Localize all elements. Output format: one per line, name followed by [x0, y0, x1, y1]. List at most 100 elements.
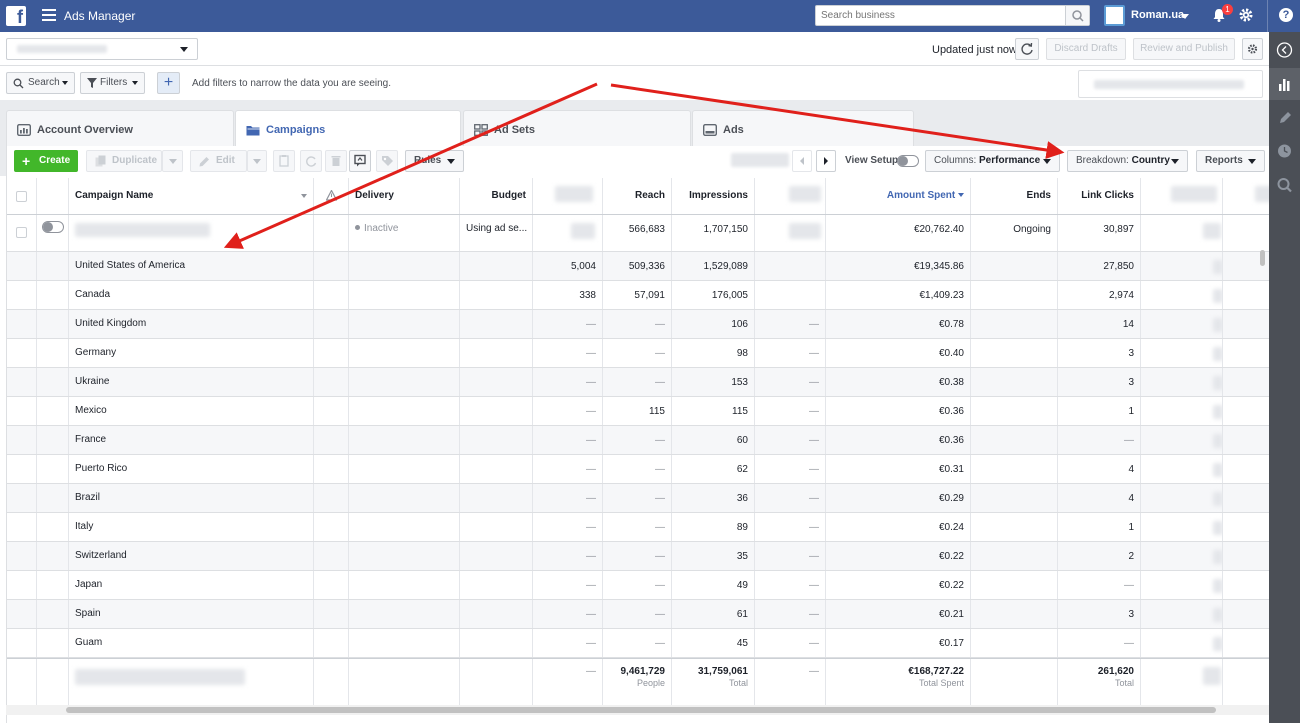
reports-dropdown[interactable]: Reports: [1196, 150, 1265, 172]
tab-ad-sets[interactable]: Ad Sets: [463, 110, 691, 150]
refresh-button[interactable]: [1015, 38, 1039, 60]
breakdown-row-country[interactable]: Spain — — 61 — €0.21 3: [7, 600, 1269, 629]
vertical-scrollbar-thumb[interactable]: [1260, 250, 1265, 266]
column-header-budget[interactable]: Budget: [491, 190, 526, 201]
bell-icon[interactable]: [1212, 8, 1226, 22]
business-search-input[interactable]: [816, 6, 1066, 25]
campaign-name-redacted[interactable]: [75, 223, 210, 237]
column-header-ends[interactable]: Ends: [1026, 190, 1051, 201]
cell-delivery: [349, 281, 460, 309]
cell-impressions: 98: [672, 339, 755, 367]
campaign-row[interactable]: Inactive Using ad se... 566,683 1,707,150 €2…: [7, 215, 1269, 252]
view-setup-toggle[interactable]: [897, 155, 919, 167]
rail-edit-button[interactable]: [1269, 102, 1300, 134]
breakdown-row-country[interactable]: Switzerland — — 35 — €0.22 2: [7, 542, 1269, 571]
link-clicks-value: —: [1124, 435, 1134, 446]
business-search-box[interactable]: [815, 5, 1090, 26]
cell-extra2: [1223, 542, 1269, 570]
discard-drafts-button[interactable]: Discard Drafts: [1046, 38, 1126, 60]
create-button[interactable]: + Create: [14, 150, 78, 172]
date-range-redacted: [1094, 80, 1244, 89]
horizontal-scrollbar[interactable]: [6, 705, 1269, 715]
previous-page-button[interactable]: [792, 150, 812, 172]
breakdown-row-country[interactable]: Guam — — 45 — €0.17 —: [7, 629, 1269, 658]
chevron-down-icon[interactable]: [1181, 14, 1189, 19]
row-checkbox[interactable]: [16, 227, 27, 238]
cell-results: —: [533, 513, 603, 541]
ab-test-button[interactable]: [349, 150, 371, 172]
rail-inspect-button[interactable]: [1269, 169, 1300, 201]
clipboard-button[interactable]: [273, 150, 295, 172]
tag-button[interactable]: [376, 150, 398, 172]
column-header-impressions[interactable]: Impressions: [689, 190, 748, 201]
cell-clicks: 2,974: [1058, 281, 1141, 309]
breakdown-row-country[interactable]: Puerto Rico — — 62 — €0.31 4: [7, 455, 1269, 484]
hamburger-menu-icon[interactable]: [42, 9, 56, 21]
settings-button[interactable]: [1242, 38, 1263, 60]
tab-ads[interactable]: Ads: [692, 110, 914, 150]
breakdown-dropdown[interactable]: Breakdown: Country: [1067, 150, 1188, 172]
columns-dropdown[interactable]: Columns: Performance: [925, 150, 1060, 172]
duplicate-dropdown-button[interactable]: [162, 150, 183, 172]
impressions-value: 1,707,150: [703, 224, 749, 235]
rail-collapse-button[interactable]: [1269, 36, 1300, 68]
select-all-checkbox[interactable]: [16, 191, 27, 202]
campaign-status-toggle[interactable]: [42, 221, 64, 233]
cell-warn: [314, 426, 349, 454]
review-and-publish-button[interactable]: Review and Publish: [1133, 38, 1235, 60]
cell-delivery: [349, 629, 460, 657]
amount-spent-value: €20,762.40: [913, 224, 964, 235]
breakdown-row-country[interactable]: Ukraine — — 153 — €0.38 3: [7, 368, 1269, 397]
account-avatar[interactable]: [1104, 5, 1125, 26]
date-range-picker[interactable]: [1078, 70, 1263, 98]
breakdown-row-country[interactable]: Italy — — 89 — €0.24 1: [7, 513, 1269, 542]
value-redacted: [1213, 260, 1222, 274]
cell-impressions: Impressions: [672, 178, 755, 214]
add-filter-button[interactable]: +: [157, 72, 180, 94]
cell-delivery: [349, 571, 460, 599]
delete-button[interactable]: [325, 150, 347, 172]
chevron-down-icon[interactable]: [301, 194, 307, 198]
rail-history-button[interactable]: [1269, 135, 1300, 167]
breakdown-row-country[interactable]: Japan — — 49 — €0.22 —: [7, 571, 1269, 600]
breakdown-row-country[interactable]: Germany — — 98 — €0.40 3: [7, 339, 1269, 368]
filters-button[interactable]: Filters: [80, 72, 145, 94]
undo-button[interactable]: [300, 150, 322, 172]
sort-descending-icon[interactable]: [958, 193, 964, 197]
search-submit-button[interactable]: [1065, 6, 1089, 25]
cell-spent: €19,345.86: [826, 252, 971, 280]
duplicate-button[interactable]: Duplicate: [86, 150, 162, 172]
column-header-link-clicks[interactable]: Link Clicks: [1081, 190, 1134, 201]
column-header-delivery[interactable]: Delivery: [355, 190, 394, 201]
cell-cpr: [755, 178, 826, 214]
rules-button[interactable]: Rules: [405, 150, 464, 172]
tab-account-overview[interactable]: Account Overview: [6, 110, 234, 150]
breakdown-row-country[interactable]: Canada 338 57,091 176,005 €1,409.23 2,974: [7, 281, 1269, 310]
cell-extra1: [1141, 629, 1223, 657]
breakdown-row-country[interactable]: United States of America 5,004 509,336 1,52…: [7, 252, 1269, 281]
rail-charts-button[interactable]: [1269, 68, 1300, 100]
facebook-logo-icon[interactable]: f: [6, 6, 26, 27]
edit-button[interactable]: Edit: [190, 150, 247, 172]
help-icon[interactable]: ?: [1279, 8, 1293, 22]
cell-name: Campaign Name: [69, 178, 314, 214]
gear-icon[interactable]: [1238, 7, 1254, 23]
breakdown-row-country[interactable]: United Kingdom — — 106 — €0.78 14: [7, 310, 1269, 339]
cell-cpr: —: [755, 397, 826, 425]
edit-dropdown-button[interactable]: [247, 150, 267, 172]
column-header-reach[interactable]: Reach: [634, 190, 665, 201]
breakdown-row-country[interactable]: Mexico — 115 115 — €0.36 1: [7, 397, 1269, 426]
reach-total-caption: People: [636, 678, 665, 688]
breakdown-row-country[interactable]: Brazil — — 36 — €0.29 4: [7, 484, 1269, 513]
scrollbar-thumb[interactable]: [66, 707, 1216, 713]
search-button[interactable]: Search: [6, 72, 75, 94]
column-header-redacted: [555, 186, 593, 202]
next-page-button[interactable]: [816, 150, 836, 172]
column-header-campaign-name[interactable]: Campaign Name: [75, 190, 154, 201]
cell-impressions: 36: [672, 484, 755, 512]
value-redacted: [1203, 667, 1221, 685]
ad-account-selector[interactable]: [6, 38, 198, 60]
column-header-amount-spent[interactable]: Amount Spent: [886, 190, 956, 201]
breakdown-row-country[interactable]: France — — 60 — €0.36 —: [7, 426, 1269, 455]
account-name[interactable]: Roman.ua: [1131, 9, 1185, 21]
